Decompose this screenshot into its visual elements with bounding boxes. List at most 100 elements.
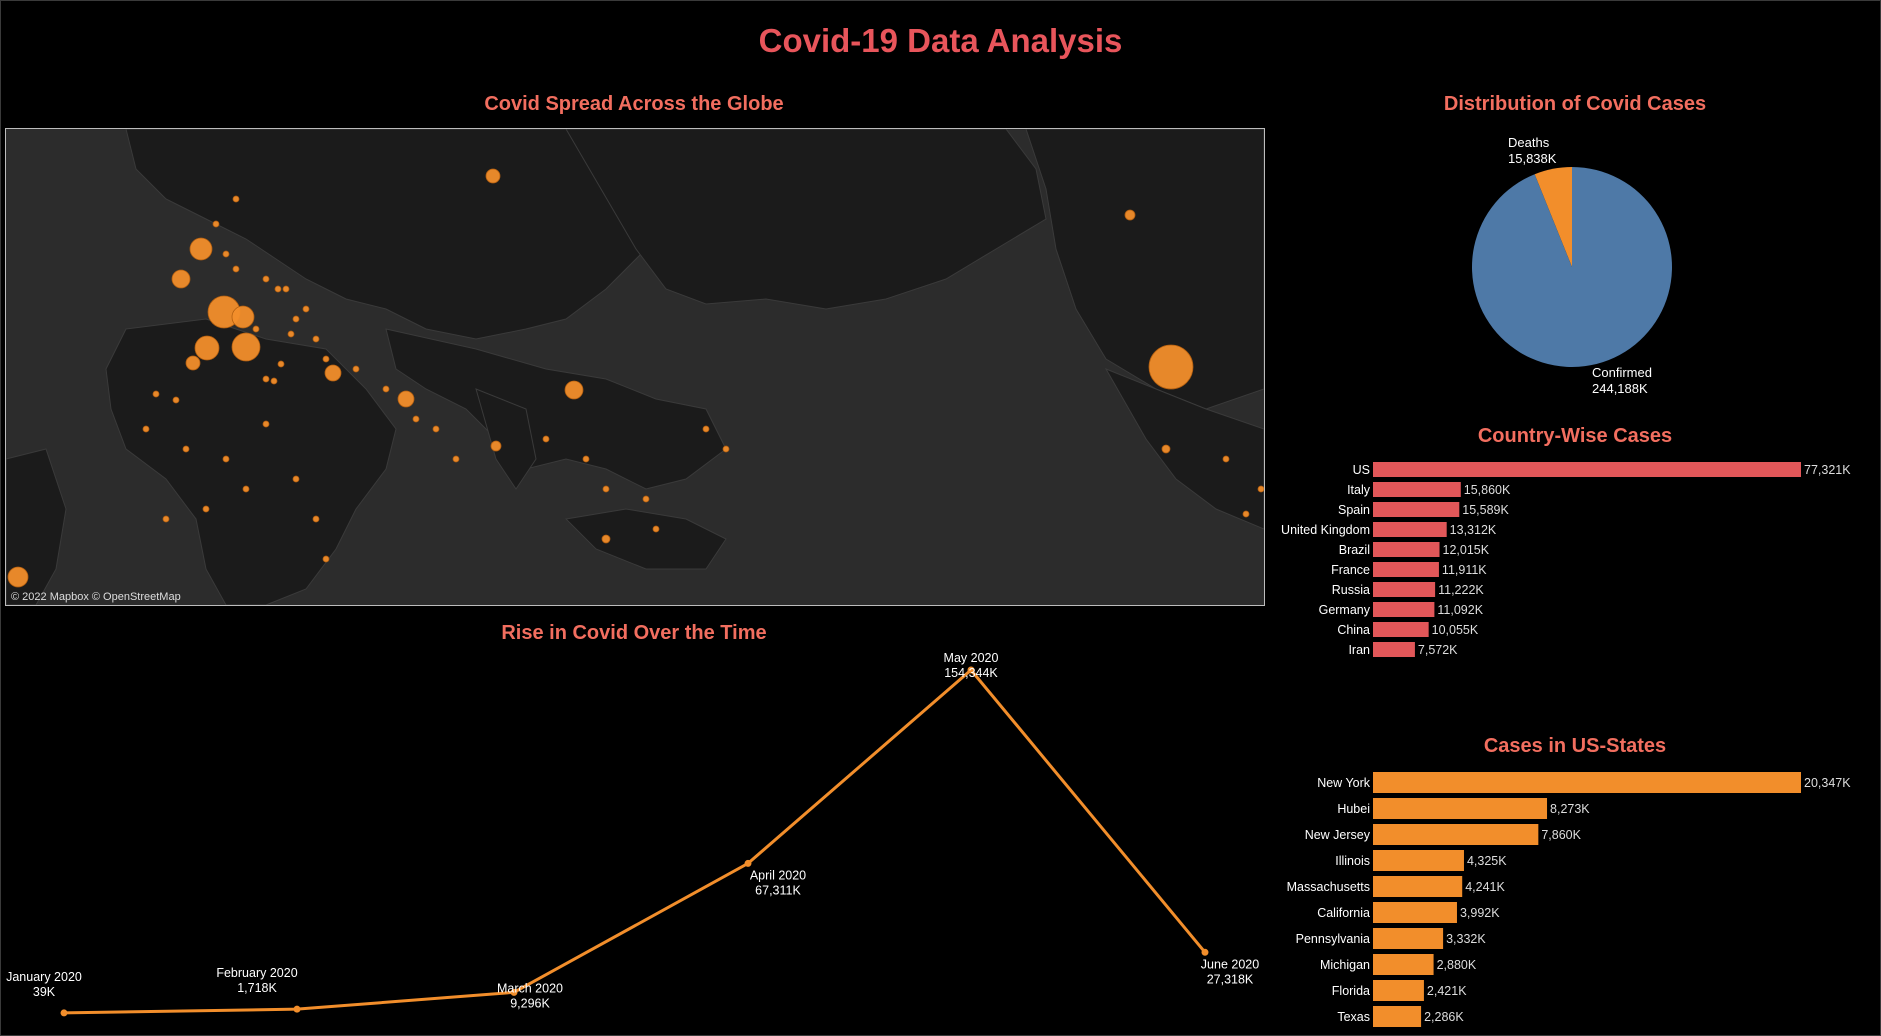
map-bubble[interactable] <box>231 305 255 329</box>
line-point[interactable] <box>293 1005 301 1013</box>
map-bubble[interactable] <box>162 515 170 523</box>
map-bubble[interactable] <box>152 390 160 398</box>
world-map[interactable]: © 2022 Mapbox © OpenStreetMap <box>5 128 1265 606</box>
country-bar[interactable] <box>1373 462 1801 477</box>
map-bubble[interactable] <box>642 495 650 503</box>
map-bubble[interactable] <box>292 475 300 483</box>
line-point[interactable] <box>744 859 752 867</box>
map-bubble[interactable] <box>702 425 710 433</box>
map-bubble[interactable] <box>292 315 300 323</box>
country-bar[interactable] <box>1373 582 1436 597</box>
map-bubble[interactable] <box>189 237 213 261</box>
country-bar[interactable] <box>1373 642 1415 657</box>
map-bubble[interactable] <box>322 355 330 363</box>
map-bubble[interactable] <box>194 335 220 361</box>
map-bubble[interactable] <box>322 555 330 563</box>
map-bubble[interactable] <box>287 330 295 338</box>
map-bubble[interactable] <box>202 505 210 513</box>
states-bar-chart[interactable]: New York 20,347K Hubei 8,273K New Jersey 7,86… <box>1260 770 1860 1032</box>
world-map-canvas[interactable] <box>6 129 1264 605</box>
map-bubble[interactable] <box>382 385 390 393</box>
map-bubble[interactable] <box>722 445 730 453</box>
country-bar[interactable] <box>1373 522 1447 537</box>
state-bar[interactable] <box>1373 824 1539 845</box>
map-bubble[interactable] <box>312 515 320 523</box>
map-bubble[interactable] <box>485 168 501 184</box>
pie-slice-confirmed[interactable] <box>1472 167 1672 367</box>
pie-slice-deaths[interactable] <box>1534 167 1572 267</box>
map-landmass <box>565 129 1047 310</box>
map-bubble[interactable] <box>601 534 611 544</box>
map-bubble[interactable] <box>232 265 240 273</box>
state-value-label: 3,992K <box>1460 906 1500 920</box>
line-point[interactable] <box>967 666 975 674</box>
state-bar[interactable] <box>1373 954 1434 975</box>
map-bubble[interactable] <box>142 425 150 433</box>
map-bubble[interactable] <box>242 485 250 493</box>
map-bubble[interactable] <box>1222 455 1230 463</box>
state-bar[interactable] <box>1373 980 1424 1001</box>
country-bar[interactable] <box>1373 562 1439 577</box>
map-bubble[interactable] <box>542 435 550 443</box>
map-bubble[interactable] <box>397 390 415 408</box>
state-bar[interactable] <box>1373 902 1457 923</box>
map-bubble[interactable] <box>222 455 230 463</box>
map-bubble[interactable] <box>262 375 270 383</box>
map-bubble[interactable] <box>231 332 261 362</box>
map-bubble[interactable] <box>1148 344 1194 390</box>
line-value-label: 27,318K <box>1207 972 1254 986</box>
map-bubble[interactable] <box>652 525 660 533</box>
country-bar-chart[interactable]: US 77,321K Italy 15,860K Spain 15,589K United … <box>1260 460 1860 665</box>
state-bar[interactable] <box>1373 876 1463 897</box>
map-bubble[interactable] <box>432 425 440 433</box>
map-bubble[interactable] <box>270 377 278 385</box>
pie-chart[interactable] <box>1470 165 1674 369</box>
map-bubble[interactable] <box>232 195 240 203</box>
map-bubble[interactable] <box>274 285 282 293</box>
map-bubble[interactable] <box>262 275 270 283</box>
map-bubble[interactable] <box>302 305 310 313</box>
map-bubble[interactable] <box>182 445 190 453</box>
map-bubble[interactable] <box>452 455 460 463</box>
map-bubble[interactable] <box>185 355 201 371</box>
map-bubble[interactable] <box>172 396 180 404</box>
country-bar[interactable] <box>1373 602 1435 617</box>
state-bar[interactable] <box>1373 772 1801 793</box>
map-bubble[interactable] <box>602 485 610 493</box>
map-bubble[interactable] <box>324 364 342 382</box>
map-bubble[interactable] <box>582 455 590 463</box>
map-bubble[interactable] <box>312 335 320 343</box>
map-bubble[interactable] <box>171 269 191 289</box>
country-bar[interactable] <box>1373 622 1429 637</box>
state-bar[interactable] <box>1373 798 1548 819</box>
country-bar[interactable] <box>1373 482 1461 497</box>
map-bubble[interactable] <box>1161 444 1171 454</box>
line-series[interactable] <box>63 667 1207 1015</box>
map-bubble[interactable] <box>1242 510 1250 518</box>
map-bubble[interactable] <box>277 360 285 368</box>
map-bubble[interactable] <box>262 420 270 428</box>
country-bar[interactable] <box>1373 502 1460 517</box>
map-bubble[interactable] <box>252 325 260 333</box>
map-bubble[interactable] <box>7 566 29 588</box>
country-bar[interactable] <box>1373 542 1440 557</box>
state-bar[interactable] <box>1373 1006 1422 1027</box>
map-bubble[interactable] <box>212 220 220 228</box>
map-bubble[interactable] <box>490 440 502 452</box>
line-point[interactable] <box>510 988 518 996</box>
state-category-label: Florida <box>1332 984 1370 998</box>
country-chart-title: Country-Wise Cases <box>1477 425 1673 447</box>
map-bubble[interactable] <box>222 250 230 258</box>
map-bubble[interactable] <box>352 365 360 373</box>
map-bubble[interactable] <box>1124 209 1136 221</box>
line-value-label: 1,718K <box>237 981 277 995</box>
state-bar[interactable] <box>1373 850 1464 871</box>
map-bubble[interactable] <box>412 415 420 423</box>
line-point[interactable] <box>1201 948 1209 956</box>
state-bar[interactable] <box>1373 928 1444 949</box>
map-bubble[interactable] <box>564 380 584 400</box>
map-bubble[interactable] <box>1257 485 1264 493</box>
line-point[interactable] <box>60 1009 68 1017</box>
map-bubble[interactable] <box>282 285 290 293</box>
